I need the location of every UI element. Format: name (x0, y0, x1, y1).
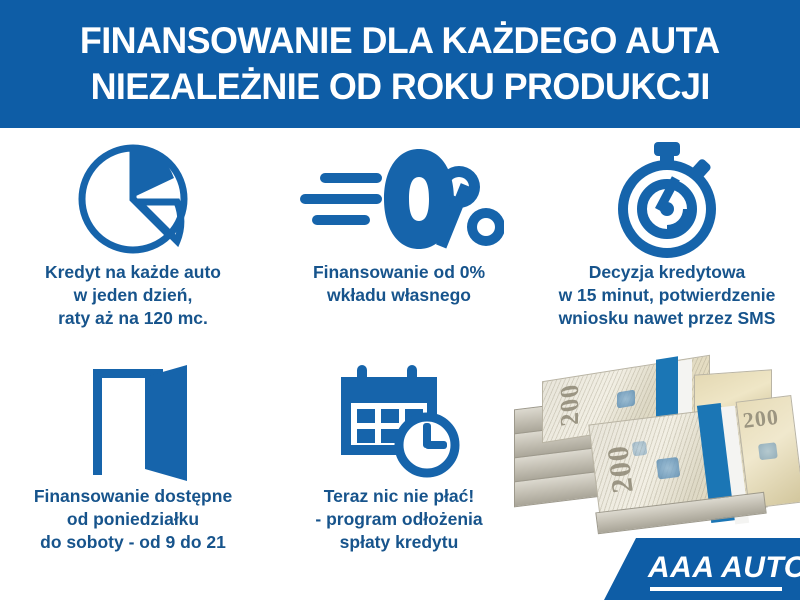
headline-line-1: FINANSOWANIE DLA KAŻDEGO AUTA (80, 20, 720, 61)
feature-grid: Kredyt na każde auto w jeden dzień, raty… (0, 128, 800, 600)
feature-caption: Finansowanie dostępne od poniedziałku do… (33, 486, 233, 552)
feature-item-opening-hours: Finansowanie dostępne od poniedziałku do… (0, 360, 266, 554)
stopwatch-icon (608, 136, 726, 261)
calendar-clock-icon (333, 360, 465, 485)
open-door-icon (69, 360, 197, 485)
logo-underline (650, 587, 782, 591)
feature-caption: Decyzja kredytowa w 15 minut, potwierdze… (558, 262, 776, 328)
feature-caption: Finansowanie od 0% wkładu własnego (312, 262, 486, 305)
headline-line-2: NIEZALEŻNIE OD ROKU PRODUKCJI (90, 66, 710, 107)
header-banner: FINANSOWANIE DLA KAŻDEGO AUTA NIEZALEŻNI… (0, 0, 800, 128)
feature-caption: Teraz nic nie płać! - program odłożenia … (315, 486, 483, 552)
feature-item-zero-percent: Finansowanie od 0% wkładu własnego (266, 136, 532, 307)
logo-text: AAA AUTO (648, 551, 800, 584)
zero-percent-icon (294, 136, 504, 261)
pie-chart-icon (74, 136, 192, 261)
money-stacks-image: 200 200 200 (508, 352, 800, 538)
feature-caption: Kredyt na każde auto w jeden dzień, raty… (44, 262, 222, 328)
feature-item-deferred-payment: Teraz nic nie płać! - program odłożenia … (266, 360, 532, 554)
aaa-auto-logo: AAA AUTO (604, 538, 800, 600)
feature-item-fast-decision: Decyzja kredytowa w 15 minut, potwierdze… (534, 136, 800, 330)
feature-item-credit-any-car: Kredyt na każde auto w jeden dzień, raty… (0, 136, 266, 330)
